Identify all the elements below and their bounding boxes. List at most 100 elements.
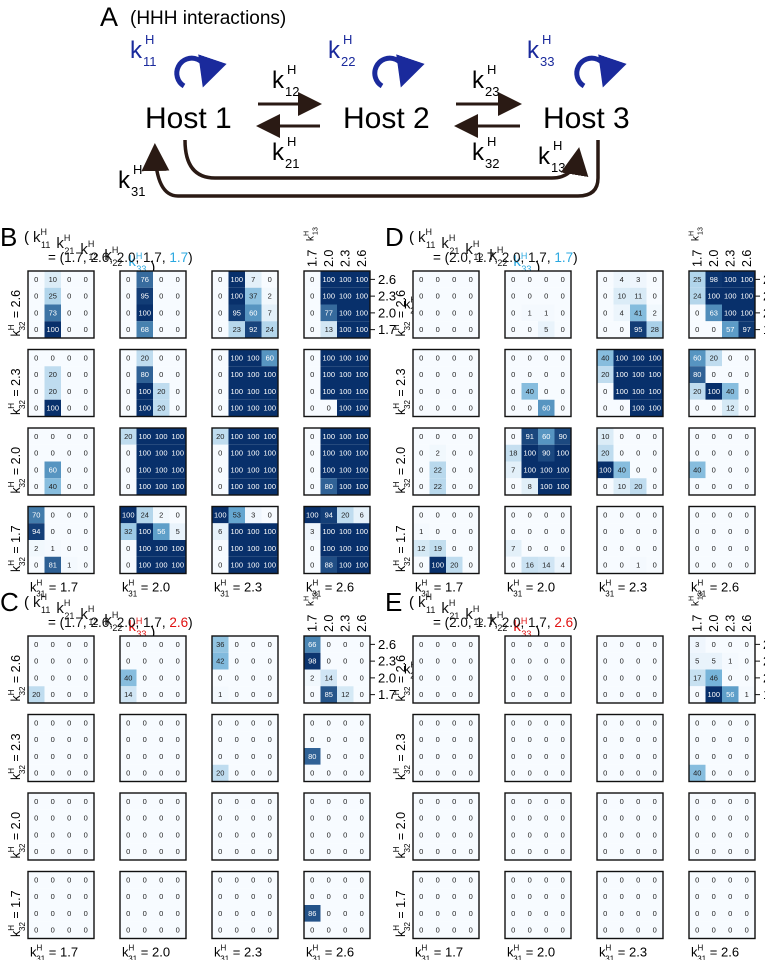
comma: , (468, 615, 476, 630)
heatmap-cell (245, 871, 262, 889)
heatmap-cell (413, 843, 430, 860)
heatmap-cell (337, 826, 354, 844)
rate-k13-sub: 13 (551, 160, 565, 175)
row-label: kH 32 = 2.0 (392, 812, 412, 859)
heatmap-cell (136, 506, 153, 524)
heatmap-cell (304, 652, 321, 670)
heatmap-cell (228, 304, 245, 322)
cell-value: 0 (469, 752, 473, 761)
cell-value: 0 (745, 875, 749, 884)
cell-value: 5 (695, 657, 699, 666)
cell-value: 0 (126, 292, 130, 301)
cell-value: 0 (310, 875, 314, 884)
cell-value: 0 (419, 814, 423, 823)
cell-value: 0 (360, 875, 364, 884)
cell-value: 0 (84, 657, 88, 666)
heatmap-cell (554, 304, 571, 322)
heatmap-cell (337, 399, 354, 417)
cell-value: 0 (544, 690, 548, 699)
cell-value: 0 (745, 657, 749, 666)
cell-value: 0 (84, 830, 88, 839)
param-value-3: 1.7 (143, 615, 162, 630)
heatmap-cell (505, 921, 522, 939)
heatmap-cell (261, 287, 278, 305)
heatmap-cell (261, 686, 278, 703)
cell-value: 0 (603, 830, 607, 839)
comma: , (136, 615, 144, 630)
paren-open: ( (24, 594, 29, 611)
heatmap-cell (446, 809, 463, 827)
heatmap-cell (169, 321, 186, 338)
heatmap-cell (353, 826, 370, 844)
cell-value: 0 (143, 892, 147, 901)
heatmap-cell (320, 809, 337, 827)
cell-value: 0 (712, 830, 716, 839)
heatmap-cell (413, 349, 430, 367)
inner-y-tick: 1.7 (378, 322, 396, 337)
cell-value: 0 (745, 673, 749, 682)
param-sup: H (136, 616, 143, 626)
param-values: = (2.0, 1.7, 2.0, 1.7, 2.6) (433, 615, 578, 630)
heatmap-cell (630, 826, 647, 844)
heatmap-cell (521, 888, 538, 905)
cell-value: 0 (419, 797, 423, 806)
cell-value: 0 (84, 892, 88, 901)
cell-value: 0 (469, 926, 473, 935)
cell-value: 0 (327, 892, 331, 901)
heatmap-cell (169, 556, 186, 574)
heatmap-cell (28, 383, 45, 400)
cell-value: 2 (268, 292, 272, 301)
heatmap-cell (446, 506, 463, 524)
heatmap-grid: 0 0 0 00 0 0 00 0 0 00 0 0 0 (596, 870, 664, 940)
col-label: kH 31 = 2.3 (214, 579, 262, 599)
heatmap-cell (646, 349, 663, 367)
cell-value: 0 (176, 657, 180, 666)
grid-frame (596, 505, 664, 575)
k-sym: k (599, 945, 606, 960)
heatmap-cell (646, 321, 663, 338)
row-label: kH 32 = 2.6 (392, 290, 412, 337)
heatmap-cell (304, 428, 321, 445)
cell-value: 5 (712, 657, 716, 666)
cell-value: 20 (341, 510, 349, 519)
heatmap-cell (304, 523, 321, 540)
cell-value: 0 (603, 892, 607, 901)
cell-value: 0 (268, 892, 272, 901)
cell-value: 0 (745, 640, 749, 649)
heatmap-cell (261, 652, 278, 670)
heatmap-grid: 0 4 3 00 10 11 00 4 41 20 0 95 28 (596, 270, 664, 339)
cell-value: 8 (528, 482, 532, 491)
heatmap-cell (521, 669, 538, 687)
k-sym: k (599, 580, 606, 595)
equals-paren: = ( (48, 250, 65, 265)
heatmap-cell (212, 478, 229, 495)
heatmap-cell (304, 383, 321, 400)
heatmap-cell (705, 652, 722, 670)
cell-value: 0 (695, 814, 699, 823)
cell-value: 0 (511, 370, 515, 379)
heatmap-cell (136, 366, 153, 383)
heatmap-grid: 0 0 0 00 0 0 00 0 0 00 0 0 0 (688, 505, 756, 575)
heatmap-cell (722, 809, 739, 827)
eq: = (394, 386, 408, 400)
cell-value: 0 (419, 830, 423, 839)
heatmap-cell (613, 461, 630, 479)
cell-value: 95 (141, 292, 149, 301)
heatmap-cell (429, 843, 446, 860)
cell-value: 0 (712, 325, 716, 334)
cell-value: 0 (561, 769, 565, 778)
cell-value: 100 (355, 432, 368, 441)
eq: = (394, 751, 408, 765)
cell-value: 0 (84, 353, 88, 362)
comma: , (521, 250, 529, 265)
inner-x-tick: 2.3 (723, 250, 737, 267)
cell-value: 0 (176, 387, 180, 396)
cell-value: 100 (230, 432, 243, 441)
inner-x-label: kH 13 (303, 592, 319, 606)
cell-value: 0 (143, 926, 147, 935)
cell-value: 0 (327, 814, 331, 823)
cell-value: 0 (84, 308, 88, 317)
cell-value: 0 (34, 875, 38, 884)
heatmap-cell (630, 366, 647, 383)
